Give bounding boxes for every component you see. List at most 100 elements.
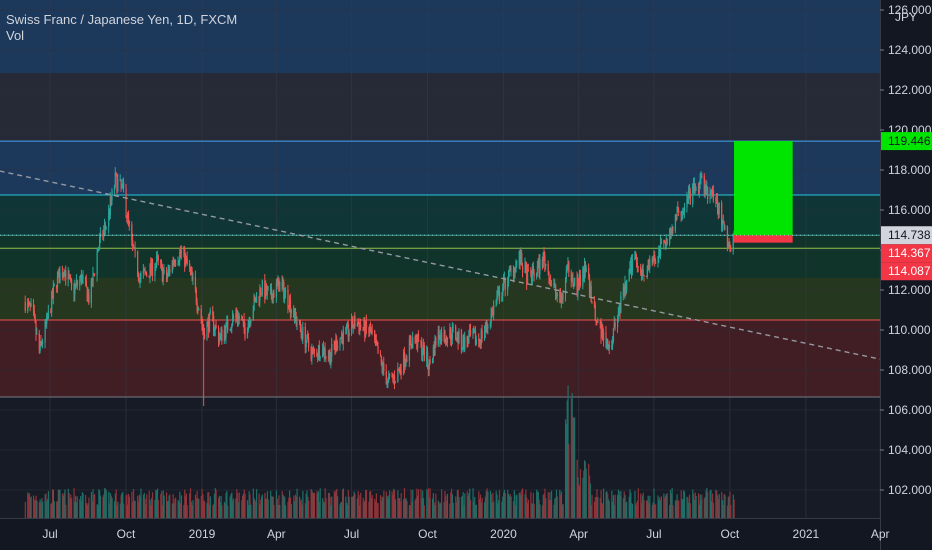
candle-body xyxy=(450,328,452,340)
volume-bar xyxy=(167,501,169,518)
volume-bar xyxy=(484,496,487,518)
volume-bar xyxy=(39,499,41,518)
candle-body xyxy=(284,292,286,299)
volume-bar xyxy=(155,490,157,518)
volume-bar xyxy=(381,496,383,518)
candle-body xyxy=(241,320,244,322)
candle-body xyxy=(513,267,515,276)
volume-bar xyxy=(422,490,424,518)
candle-body xyxy=(388,376,390,379)
candle-body xyxy=(591,301,593,303)
volume-bar xyxy=(663,493,665,518)
candle-body xyxy=(428,360,430,370)
candle-body xyxy=(432,346,435,359)
x-tick-label-3: Apr xyxy=(267,527,286,541)
candle-body xyxy=(584,261,587,272)
candle-body xyxy=(381,361,383,370)
candle-body xyxy=(190,270,192,272)
candle-body xyxy=(416,335,418,348)
volume-bar xyxy=(548,500,550,518)
volume-bar xyxy=(230,494,232,518)
candle-body xyxy=(543,253,545,256)
volume-bar xyxy=(241,500,243,518)
volume-bar xyxy=(34,500,36,518)
candle-body xyxy=(654,254,656,262)
volume-bar xyxy=(137,501,140,518)
volume-bar xyxy=(261,494,264,518)
candle-body xyxy=(127,213,129,219)
candle-body xyxy=(230,328,232,330)
candle-body xyxy=(113,186,116,191)
volume-bar xyxy=(588,463,590,518)
candle-body xyxy=(600,322,602,338)
candle-body xyxy=(510,268,512,270)
volume-bar xyxy=(706,488,708,518)
volume-bar xyxy=(133,500,135,518)
candle-body xyxy=(104,224,106,231)
candle-body xyxy=(229,329,231,331)
candle-body xyxy=(462,337,464,350)
candle-body xyxy=(342,329,344,345)
volume-bar xyxy=(389,490,391,518)
volume-bar xyxy=(231,492,233,518)
volume-bar xyxy=(108,503,111,518)
volume-bar xyxy=(458,497,460,518)
candle-body xyxy=(677,207,679,211)
candle-body xyxy=(278,277,280,292)
volume-bar xyxy=(388,495,390,518)
candle-body xyxy=(195,288,197,302)
volume-bar xyxy=(196,490,198,518)
candle-body xyxy=(206,322,208,339)
x-tick-label-2: 2019 xyxy=(189,527,216,541)
volume-bar xyxy=(81,491,83,518)
volume-bar xyxy=(351,496,354,518)
volume-bar xyxy=(213,493,216,518)
candle-body xyxy=(688,190,691,192)
candle-body xyxy=(707,187,709,200)
candle-body xyxy=(689,191,691,205)
volume-bar xyxy=(554,498,556,518)
candle-body xyxy=(238,315,240,320)
fib-zone-6 xyxy=(0,320,880,397)
volume-bar xyxy=(65,504,67,518)
candle-body xyxy=(599,321,601,323)
volume-bar xyxy=(560,494,562,518)
volume-bar xyxy=(191,505,193,518)
candle-body xyxy=(156,256,159,258)
candle-body xyxy=(686,198,688,208)
candle-body xyxy=(184,256,187,266)
candle-body xyxy=(154,269,156,276)
candle-body xyxy=(173,259,175,264)
volume-bar xyxy=(539,504,541,518)
candle-body xyxy=(162,273,164,282)
volume-bar xyxy=(507,490,509,518)
volume-bar xyxy=(131,491,133,518)
candle-body xyxy=(544,255,546,266)
candle-body xyxy=(42,342,44,345)
candle-body xyxy=(51,292,53,313)
candle-body xyxy=(46,315,48,324)
candle-body xyxy=(550,283,553,285)
volume-bar xyxy=(559,489,561,518)
volume-bar xyxy=(537,491,539,518)
volume-bar xyxy=(302,490,304,518)
candle-body xyxy=(568,262,570,273)
candle-body xyxy=(429,360,431,364)
candle-body xyxy=(235,314,237,318)
candle-body xyxy=(160,260,162,263)
volume-bar xyxy=(561,504,563,518)
volume-bar xyxy=(365,490,368,518)
candle-body xyxy=(148,275,150,278)
volume-bar xyxy=(151,492,154,518)
candle-body xyxy=(449,328,451,339)
volume-bar xyxy=(532,492,534,518)
volume-bar xyxy=(715,489,717,518)
volume-bar xyxy=(721,491,723,518)
volume-bar xyxy=(637,488,639,518)
candle-body xyxy=(636,262,639,267)
volume-bar xyxy=(542,494,544,518)
volume-bar xyxy=(595,497,597,518)
volume-bar xyxy=(96,504,98,518)
candle-body xyxy=(533,273,535,277)
